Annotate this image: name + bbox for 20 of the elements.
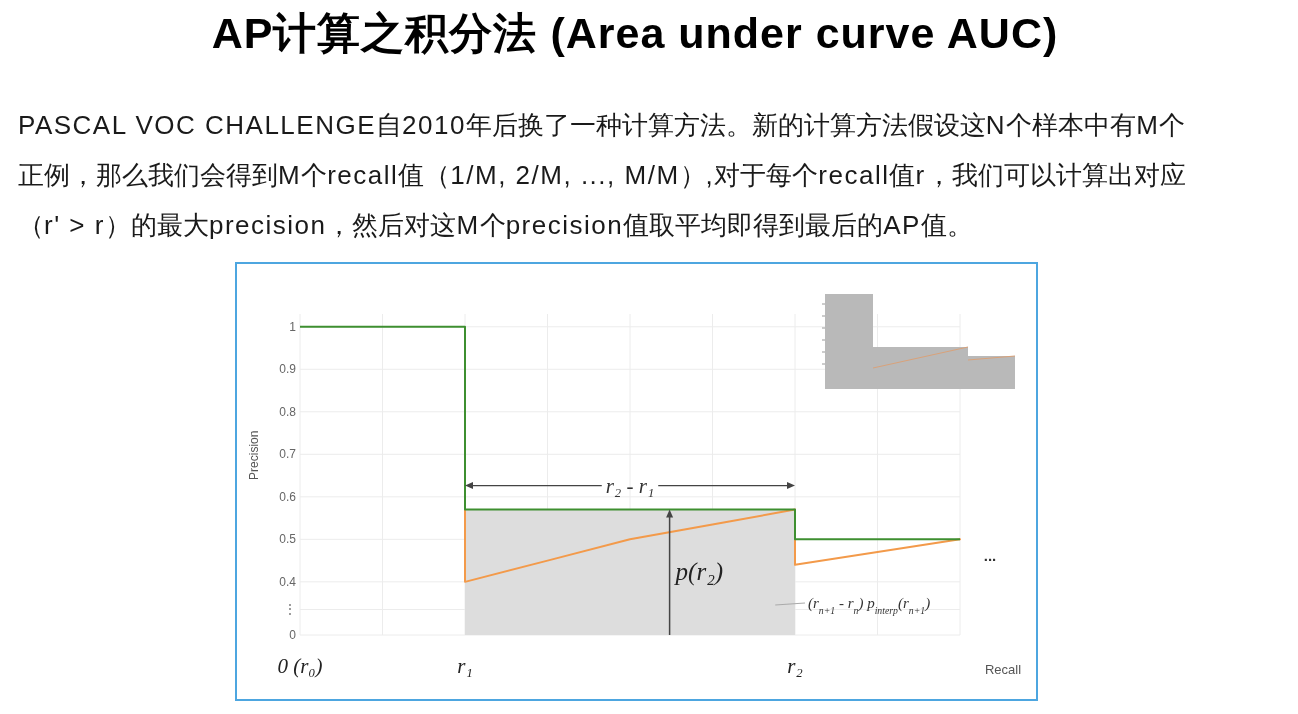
y-tick-label: 0.4 (279, 574, 297, 589)
chart-title: AP计算之积分法 (Area under curve AUC) (210, 8, 1060, 59)
annotation: p(r₂) (673, 558, 724, 587)
y-tick-label: 0.5 (279, 532, 297, 547)
x-tick-label: 0 (r₀) (277, 654, 323, 678)
y-tick-label: 0.8 (279, 404, 297, 419)
text: (r$_{n+1}$ - r$_{n}$) p$_{interp}$(r$_{n+1}$) (808, 595, 931, 616)
y-axis-title: Precision (247, 430, 261, 480)
y-tick-label: 0 (289, 628, 297, 642)
x-tick-label: r₁ (457, 654, 473, 678)
y-tick-label: 0.9 (279, 362, 297, 377)
x-tick-label: r₂ (787, 654, 803, 678)
y-tick-label: 0.6 (279, 489, 297, 504)
annotation: r₂ - r₁ (605, 473, 655, 498)
chart-subtitle: PASCAL VOC CHALLENGE自2010年后换了一种计算方法。新的计算方法假设这N个样本中有M个正例，那么我们会得到M个recall值（1/M, 2/M, ..., M/M）,对于每个recall值r，我们可以计算出对应（r' > r）的最大precision，然后对这M个precision值取平均即得到最后的AP值。 (18, 109, 1187, 242)
x-axis-title: Recall (984, 662, 1022, 677)
text: ... (983, 547, 997, 565)
y-tick-label: 0.7 (279, 447, 297, 462)
y-tick-label: 1 (289, 319, 297, 334)
y-tick-label: ⋮ (284, 602, 296, 617)
